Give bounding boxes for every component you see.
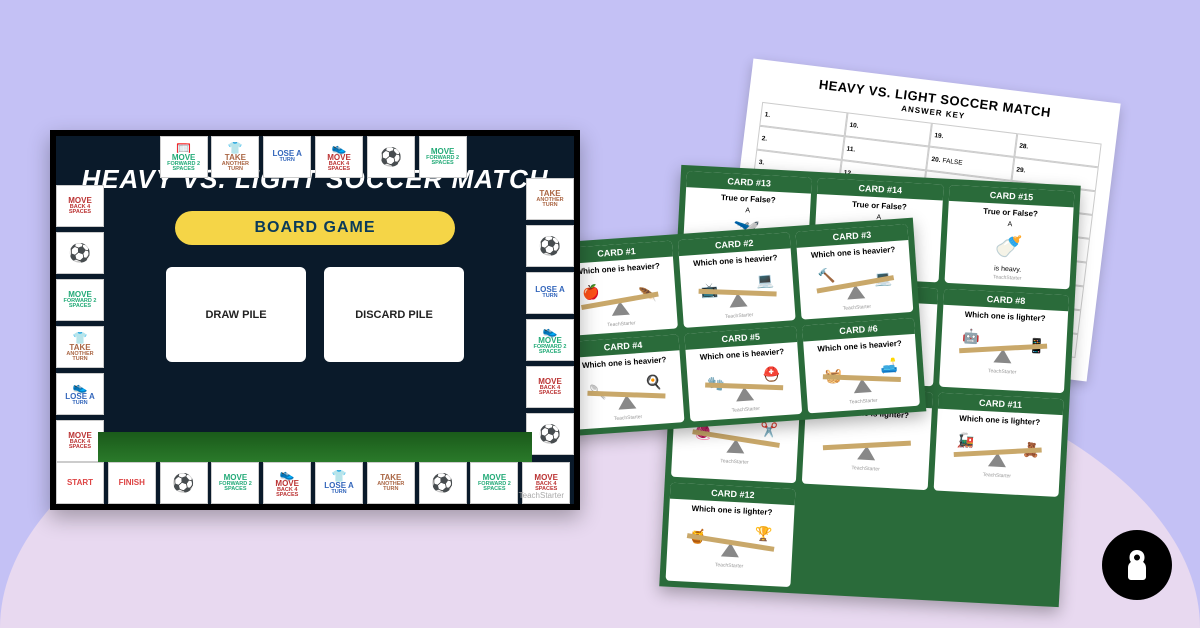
card-sheet-bottom: CARD #1Which one is heavier?🍎🪶TeachStart… xyxy=(554,218,927,437)
board-credit: TeachStarter xyxy=(519,491,564,500)
brand-logo xyxy=(1102,530,1172,600)
board-game: STARTFINISH⚽MOVEFORWARD 2 SPACES👟MOVEBAC… xyxy=(50,130,580,510)
